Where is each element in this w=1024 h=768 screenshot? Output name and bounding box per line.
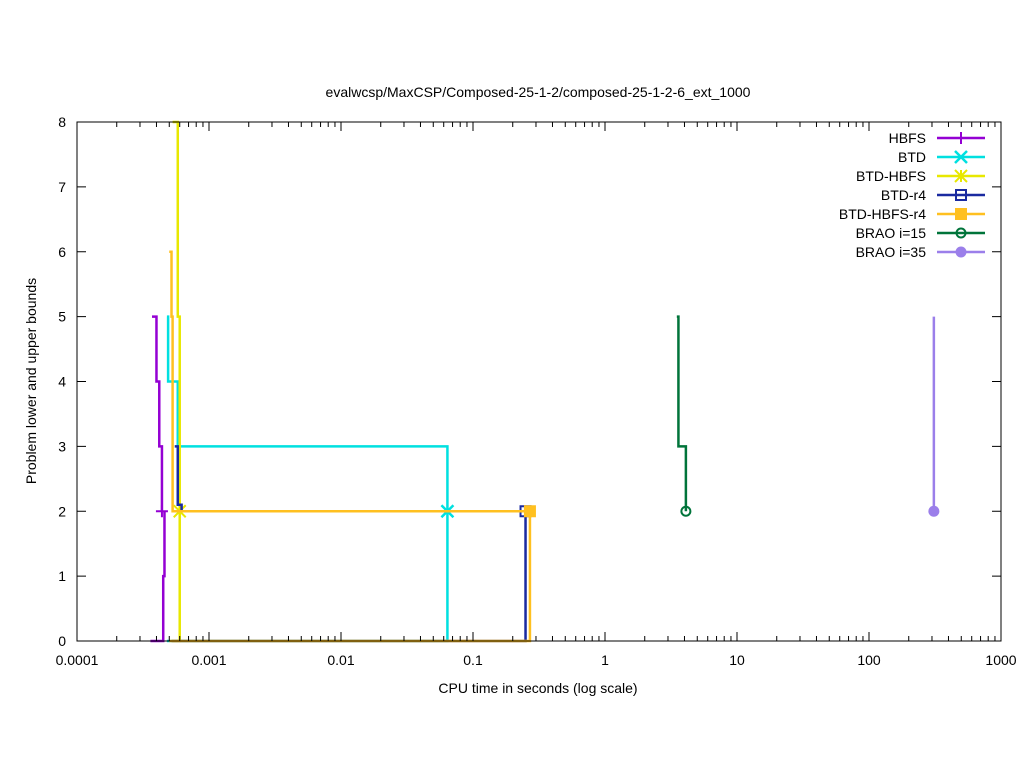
legend-marker xyxy=(955,227,967,239)
legend-marker xyxy=(954,150,968,164)
x-tick-label: 1 xyxy=(601,652,609,668)
legend-label: BRAO i=35 xyxy=(856,244,927,260)
legend-label: BTD-r4 xyxy=(881,187,926,203)
legend-item-3: BTD-r4 xyxy=(881,187,985,203)
series-1 xyxy=(166,315,455,643)
y-tick-label: 0 xyxy=(58,633,66,649)
legend-item-0: HBFS xyxy=(889,130,985,146)
legend-item-5: BRAO i=15 xyxy=(856,225,985,241)
y-tick-label: 1 xyxy=(58,568,66,584)
x-tick-label: 0.001 xyxy=(191,652,226,668)
series-final-point xyxy=(928,505,940,517)
x-tick-label: 0.0001 xyxy=(56,652,99,668)
legend-label: HBFS xyxy=(889,130,926,146)
y-tick-label: 8 xyxy=(58,114,66,130)
y-tick-label: 2 xyxy=(58,503,66,519)
series-layer xyxy=(150,120,940,643)
legend-item-6: BRAO i=35 xyxy=(856,244,985,260)
x-tick-label: 1000 xyxy=(985,652,1016,668)
series-lower-line xyxy=(171,511,527,643)
legend-label: BTD-HBFS-r4 xyxy=(839,206,926,222)
axes-layer: 0.0001 0.001 0.01 0.1 1 10 100 1000 0 1 2 3 4 5 6 7 8 xyxy=(56,114,1017,668)
legend-marker xyxy=(955,246,967,258)
y-tick-label: 6 xyxy=(58,244,66,260)
x-tick-label: 10 xyxy=(729,652,745,668)
series-upper-line xyxy=(174,445,526,513)
legend: HBFS BTD BTD-HBFS BTD-r4 BTD-HBFS-r4 BRAO i=1… xyxy=(839,130,985,260)
legend-marker xyxy=(955,132,967,144)
series-upper-line xyxy=(152,315,164,512)
y-tick-label: 5 xyxy=(58,309,66,325)
series-lower-line xyxy=(169,511,532,643)
y-axis-label: Problem lower and upper bounds xyxy=(23,278,39,484)
legend-item-1: BTD xyxy=(898,149,985,165)
chart-title: evalwcsp/MaxCSP/Composed-25-1-2/composed… xyxy=(326,84,751,100)
series-upper-line xyxy=(676,315,688,512)
legend-marker xyxy=(955,189,967,201)
series-upper-line xyxy=(166,315,449,512)
series-0 xyxy=(150,315,168,643)
y-tick-label: 7 xyxy=(58,179,66,195)
plot-frame xyxy=(76,121,1002,642)
series-upper-line xyxy=(169,250,530,513)
legend-label: BRAO i=15 xyxy=(856,225,927,241)
series-final-point xyxy=(523,505,536,518)
y-tick-label: 4 xyxy=(58,374,66,390)
x-tick-label: 0.1 xyxy=(463,652,483,668)
x-axis-label: CPU time in seconds (log scale) xyxy=(438,680,637,696)
y-tick-label: 3 xyxy=(58,438,66,454)
series-final-point xyxy=(680,505,692,517)
legend-marker xyxy=(955,208,967,220)
legend-label: BTD-HBFS xyxy=(856,168,926,184)
series-lower-line xyxy=(166,511,449,643)
legend-label: BTD xyxy=(898,149,926,165)
series-3 xyxy=(171,445,532,643)
legend-item-2: BTD-HBFS xyxy=(856,168,985,184)
legend-marker xyxy=(954,169,968,183)
legend-item-4: BTD-HBFS-r4 xyxy=(839,206,985,222)
series-6 xyxy=(928,316,940,517)
x-tick-label: 0.01 xyxy=(327,652,354,668)
series-lower-line xyxy=(172,511,181,643)
x-tick-label: 100 xyxy=(857,652,881,668)
series-final-point xyxy=(155,505,168,518)
series-5 xyxy=(676,315,692,517)
series-lower-line xyxy=(150,511,166,643)
